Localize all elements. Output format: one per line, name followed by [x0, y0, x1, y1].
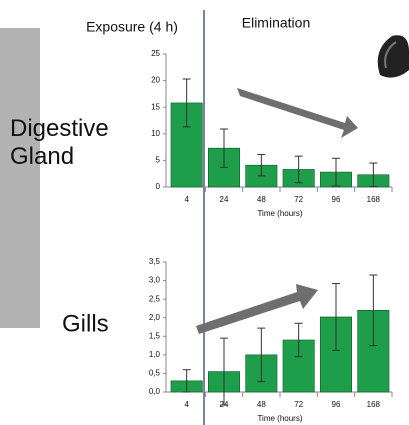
x-tick-label: 72 — [294, 195, 303, 204]
chart: Exposure (4 h) Elimination DigestiveGlan… — [0, 0, 409, 425]
page: Exposure (4 h) Elimination DigestiveGlan… — [0, 0, 409, 425]
y-tick-label: 1,5 — [149, 331, 161, 340]
x-tick-label: 168 — [367, 195, 381, 204]
phase-label: Exposure (4 h) — [86, 19, 178, 35]
y-tick-label: 5 — [156, 156, 161, 165]
x-tick-label: 48 — [257, 195, 266, 204]
x-tick-label: 96 — [332, 195, 341, 204]
y-tick-label: 25 — [151, 49, 160, 58]
trend-arrow — [237, 88, 358, 138]
y-tick-label: 3,5 — [149, 257, 161, 266]
y-tick-label: 0 — [156, 182, 161, 191]
y-tick-label: 15 — [151, 102, 160, 111]
y-tick-label: 0,0 — [149, 387, 161, 396]
x-tick-label: 72 — [294, 400, 303, 409]
y-tick-label: 1,0 — [149, 350, 161, 359]
x-tick-label: 96 — [332, 400, 341, 409]
y-tick-label: 2,5 — [149, 294, 161, 303]
mussel-icon — [378, 35, 409, 77]
y-tick-label: 10 — [151, 129, 160, 138]
x-tick-label: 4 — [184, 400, 189, 409]
y-tick-label: 0,5 — [149, 369, 161, 378]
x-tick-label: 48 — [257, 400, 266, 409]
trend-arrow — [196, 284, 318, 334]
x-tick-label: 24 — [220, 195, 229, 204]
chart-title: Gills — [62, 310, 109, 337]
x-axis-title: Time (hours) — [257, 209, 302, 218]
phase-label: Elimination — [242, 15, 310, 31]
y-tick-label: 20 — [151, 76, 160, 85]
x-axis-title: Time (hours) — [257, 414, 302, 423]
y-tick-label: 3,0 — [149, 276, 161, 285]
y-tick-label: 2,0 — [149, 313, 161, 322]
side-bar — [0, 28, 40, 328]
x-tick-label: 168 — [367, 400, 381, 409]
x-tick-label: 4 — [184, 195, 189, 204]
